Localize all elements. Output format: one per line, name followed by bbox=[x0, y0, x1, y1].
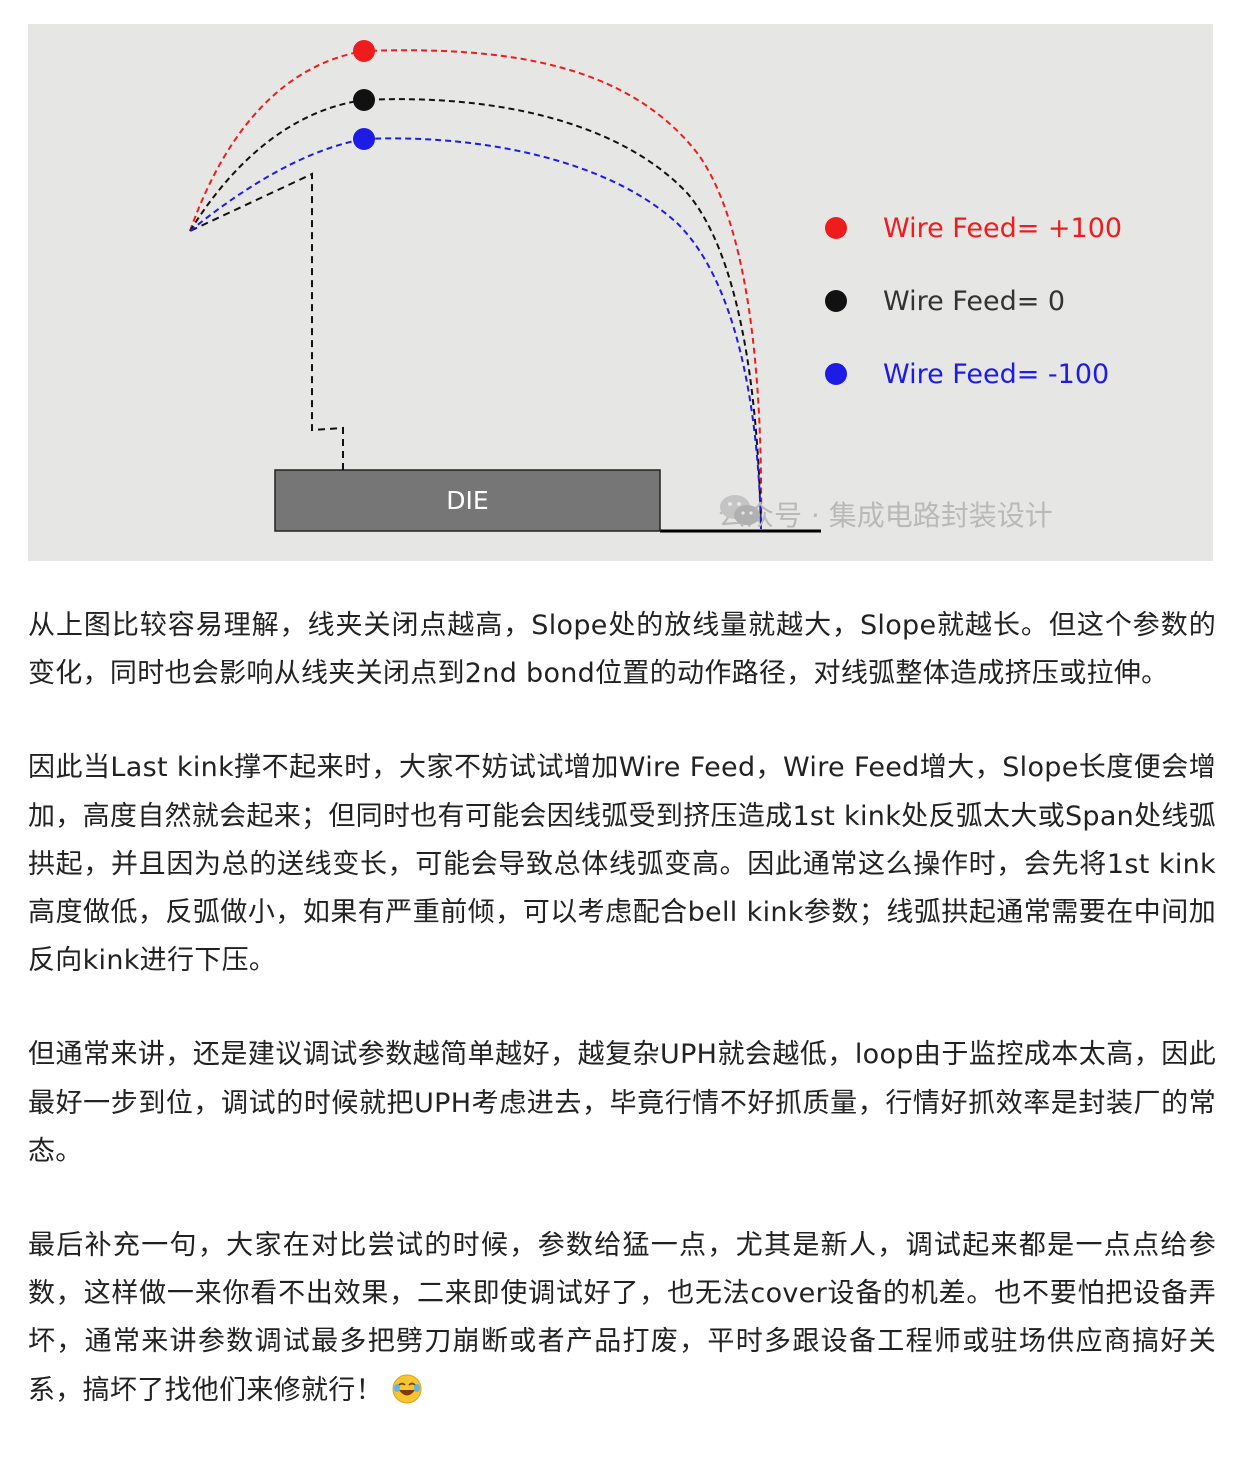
point-black bbox=[353, 89, 375, 111]
loop-blue bbox=[189, 137, 762, 530]
legend-item-minus100: Wire Feed= -100 bbox=[825, 354, 1109, 394]
legend-dot-red bbox=[825, 217, 847, 239]
wire-loop-diagram: DIE Wire Feed= +100 Wire Feed= 0 Wire Fe… bbox=[28, 24, 1213, 561]
die-label: DIE bbox=[446, 486, 489, 515]
legend-dot-black bbox=[825, 290, 847, 312]
die-block bbox=[274, 469, 661, 532]
paragraph-3: 但通常来讲，还是建议调试参数越简单越好，越复杂UPH就会越低，loop由于监控成… bbox=[28, 1039, 1216, 1167]
point-red bbox=[353, 40, 375, 62]
watermark: 公众号 · 集成电路封装设计 bbox=[718, 492, 1053, 536]
legend-label-zero: Wire Feed= 0 bbox=[883, 285, 1066, 317]
paragraph-4: 最后补充一句，大家在对比尝试的时候，参数给猛一点，尤其是新人，调试起来都是一点点… bbox=[28, 1222, 1216, 1415]
wire-path bbox=[189, 172, 344, 470]
loop-red bbox=[189, 49, 763, 530]
legend-item-zero: Wire Feed= 0 bbox=[825, 281, 1065, 321]
article-body: 从上图比较容易理解，线夹关闭点越高，Slope处的放线量就越大，Slope就越长… bbox=[28, 602, 1216, 1461]
paragraph-2: 因此当Last kink撑不起来时，大家不妨试试增加Wire Feed，Wire… bbox=[28, 752, 1216, 977]
paragraph-1: 从上图比较容易理解，线夹关闭点越高，Slope处的放线量就越大，Slope就越长… bbox=[28, 610, 1216, 690]
loop-black bbox=[189, 98, 762, 530]
legend-label-minus100: Wire Feed= -100 bbox=[883, 358, 1110, 390]
laughing-tears-emoji-icon bbox=[392, 1374, 422, 1404]
wire-loop-svg bbox=[189, 40, 821, 533]
legend-dot-blue bbox=[825, 363, 847, 385]
legend-item-plus100: Wire Feed= +100 bbox=[825, 208, 1122, 248]
legend-label-plus100: Wire Feed= +100 bbox=[883, 212, 1123, 244]
watermark-text: 公众号 · 集成电路封装设计 bbox=[718, 499, 1053, 532]
point-blue bbox=[353, 128, 375, 150]
paragraph-4-text: 最后补充一句，大家在对比尝试的时候，参数给猛一点，尤其是新人，调试起来都是一点点… bbox=[28, 1230, 1216, 1406]
wechat-icon bbox=[720, 495, 760, 525]
